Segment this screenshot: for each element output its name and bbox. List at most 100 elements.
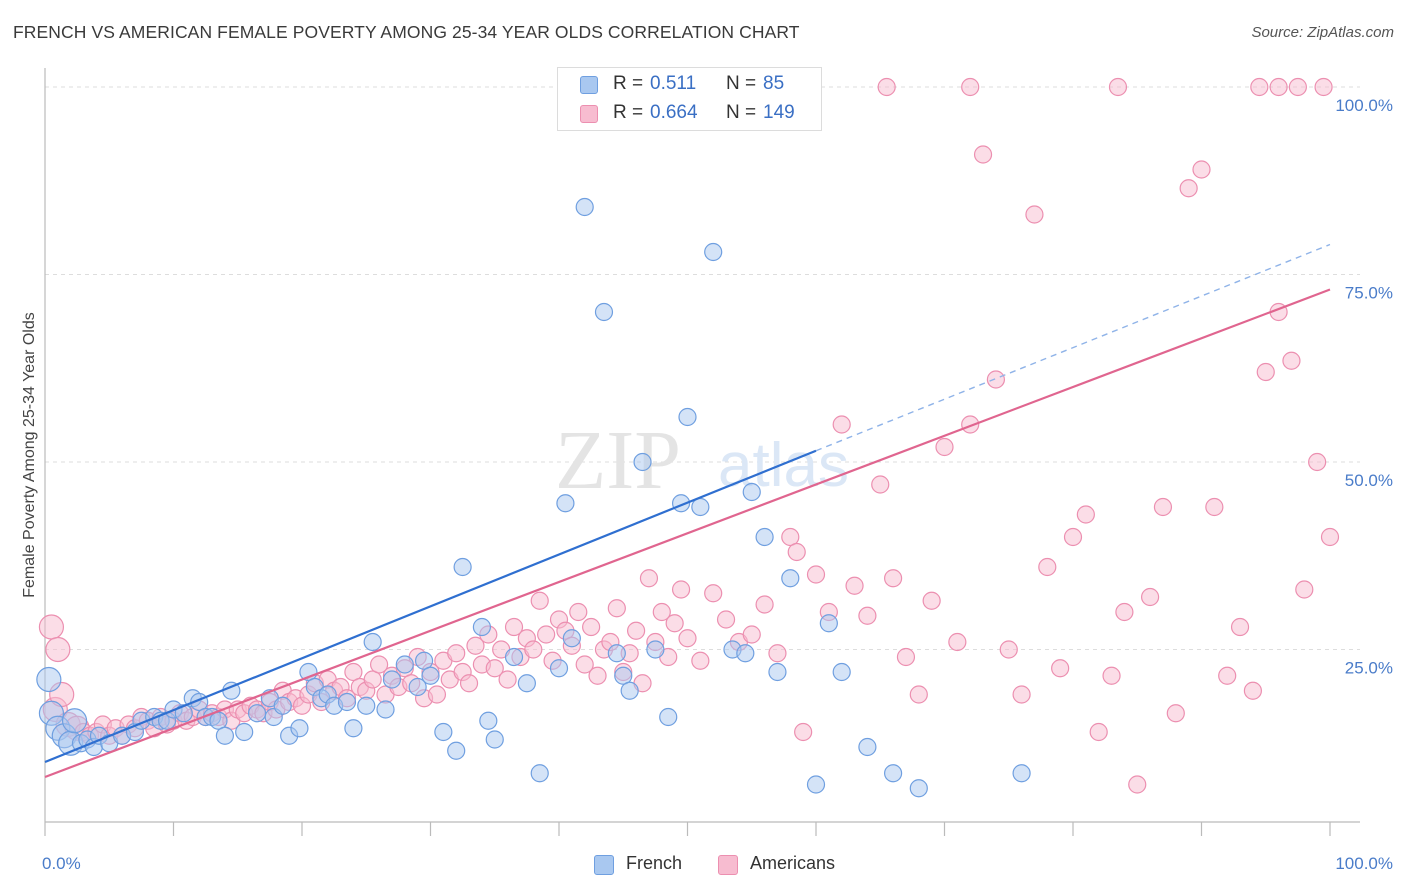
americans-point — [537, 625, 556, 644]
americans-point — [530, 591, 549, 610]
americans-point — [588, 666, 607, 685]
americans-point — [1230, 617, 1250, 637]
french-point — [742, 482, 761, 502]
french-point — [235, 722, 254, 742]
french-point — [909, 779, 928, 798]
french-point — [61, 708, 88, 734]
americans-point — [1076, 505, 1095, 524]
legend-row-french: R = 0.511 N = 85 — [558, 72, 821, 100]
americans-point — [1269, 77, 1288, 97]
americans-point — [781, 527, 800, 547]
americans-point — [1115, 602, 1134, 622]
french-point — [594, 302, 614, 322]
americans-point — [858, 606, 877, 625]
americans-point — [948, 632, 967, 652]
americans-point — [466, 636, 485, 655]
french-point — [479, 711, 498, 730]
americans-point — [1243, 681, 1263, 700]
americans-point — [639, 569, 659, 588]
americans-point — [877, 77, 896, 97]
axes — [44, 68, 1360, 836]
french-point — [614, 666, 633, 685]
americans-point — [1140, 587, 1160, 607]
french-point — [434, 722, 453, 742]
series-label-americans: Americans — [750, 853, 836, 873]
americans-point — [652, 602, 671, 622]
french-point — [376, 700, 395, 719]
americans-point — [832, 415, 851, 434]
french-point — [755, 527, 774, 547]
americans-point — [1128, 775, 1147, 794]
americans-point — [1192, 160, 1211, 179]
americans-point — [896, 647, 916, 667]
chart-source: Source: ZipAtlas.com — [1251, 24, 1394, 41]
americans-point — [961, 77, 980, 97]
y-tick-label: 50.0% — [1345, 471, 1393, 490]
french-point — [414, 651, 434, 670]
americans-point — [787, 542, 806, 562]
french-point — [620, 681, 639, 700]
americans-point — [716, 610, 736, 629]
french-trend-extension — [815, 243, 1331, 452]
french-point — [344, 719, 363, 738]
americans-point — [845, 576, 864, 595]
americans-point — [582, 617, 601, 637]
french-point — [575, 197, 594, 217]
americans-point — [1102, 666, 1121, 685]
french-point — [215, 726, 234, 745]
americans-point — [1038, 557, 1057, 577]
americans-point — [1250, 77, 1269, 97]
americans-point — [427, 685, 447, 704]
french-point — [447, 741, 466, 760]
french-point — [768, 662, 787, 682]
americans-trend-line — [44, 288, 1331, 779]
french-point — [453, 557, 472, 577]
french-point — [562, 629, 581, 648]
french-point — [832, 662, 851, 682]
americans-point — [909, 685, 928, 704]
americans-point — [973, 145, 993, 164]
gridlines — [45, 86, 1360, 650]
french-point — [633, 452, 652, 472]
watermark-atlas: atlas — [718, 431, 849, 500]
series-swatch-french — [594, 855, 614, 875]
legend-n-value-french: 85 — [763, 73, 785, 94]
americans-point — [524, 640, 543, 659]
americans-point — [1314, 77, 1333, 97]
legend-r-label: R = — [613, 73, 644, 94]
series-label-french: French — [626, 853, 683, 873]
americans-point — [1063, 527, 1083, 547]
americans-point — [999, 640, 1018, 659]
x-tick-label: 100.0% — [1335, 854, 1393, 873]
french-point — [382, 670, 402, 689]
french-point — [408, 677, 427, 697]
americans-point — [1282, 351, 1301, 370]
french-point — [806, 775, 826, 794]
americans-point — [459, 674, 479, 693]
legend-n-label: N = — [726, 102, 757, 123]
series-swatch-americans — [718, 855, 738, 875]
americans-point — [935, 437, 954, 457]
french-point — [247, 704, 267, 723]
americans-point — [45, 636, 71, 663]
legend-swatch-americans — [580, 105, 598, 123]
americans-point — [575, 655, 594, 674]
french-point — [504, 647, 524, 667]
americans-point — [678, 629, 697, 648]
french-point — [659, 707, 678, 727]
legend-r-value-americans: 0.664 — [650, 102, 698, 123]
americans-point — [363, 670, 382, 689]
americans-point — [665, 614, 684, 633]
americans-point — [344, 662, 363, 682]
chart-title: FRENCH VS AMERICAN FEMALE POVERTY AMONG … — [13, 22, 800, 42]
americans-point — [1025, 205, 1044, 224]
french-point — [36, 666, 62, 693]
americans-point — [1108, 77, 1128, 97]
french-point — [678, 407, 697, 427]
americans-point — [671, 580, 691, 599]
french-point — [485, 730, 504, 749]
french-point — [273, 696, 292, 715]
french-point — [819, 614, 838, 633]
french-point — [363, 632, 382, 652]
